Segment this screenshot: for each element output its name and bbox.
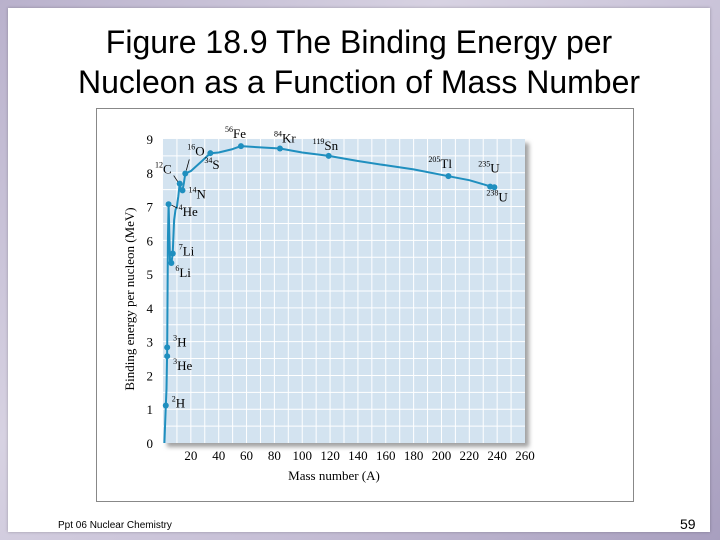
y-tick-label: 2 <box>147 368 154 383</box>
y-tick-label: 4 <box>147 301 154 316</box>
title-line-1: Figure 18.9 The Binding Energy per <box>105 24 613 60</box>
y-tick-label: 5 <box>147 267 154 282</box>
data-point-238u <box>491 184 498 191</box>
y-tick-label: 9 <box>147 132 154 147</box>
data-point-119sn <box>325 152 332 159</box>
x-tick-label: 240 <box>487 448 507 463</box>
x-tick-label: 160 <box>376 448 396 463</box>
slide: Figure 18.9 The Binding Energy per Nucle… <box>8 8 710 532</box>
data-point-16o <box>182 170 189 177</box>
title-line-2: Nucleon as a Function of Mass Number <box>77 64 641 100</box>
x-tick-label: 80 <box>268 448 281 463</box>
x-tick-label: 20 <box>184 448 197 463</box>
y-tick-label: 6 <box>147 233 154 248</box>
data-point-4he <box>165 201 172 208</box>
nuclide-label-238u: 238U <box>486 188 508 204</box>
x-tick-label: 140 <box>348 448 368 463</box>
data-point-12c <box>176 180 183 187</box>
nuclide-label-205tl: 205Tl <box>428 155 452 171</box>
x-tick-label: 220 <box>460 448 480 463</box>
data-point-84kr <box>276 145 283 152</box>
nuclide-label-6li: 6Li <box>175 264 191 280</box>
label-leader-line <box>173 175 179 182</box>
x-tick-label: 60 <box>240 448 253 463</box>
data-point-6li <box>168 259 175 266</box>
x-axis-label: Mass number (A) <box>288 468 380 483</box>
x-tick-label: 100 <box>292 448 312 463</box>
nuclide-label-84kr: 84Kr <box>274 129 296 145</box>
data-point-3he <box>164 353 171 360</box>
label-leader-line <box>185 159 190 171</box>
x-tick-label: 180 <box>404 448 424 463</box>
nuclide-label-119sn: 119Sn <box>313 137 339 153</box>
nuclide-label-34s: 34S <box>204 156 219 172</box>
x-tick-label: 260 <box>515 448 535 463</box>
x-tick-label: 120 <box>320 448 340 463</box>
nuclide-label-235u: 235U <box>478 160 500 176</box>
nuclide-label-16o: 16O <box>187 142 204 158</box>
nuclide-label-3h: 3H <box>173 333 186 349</box>
nuclide-label-3he: 3He <box>173 357 192 373</box>
binding-energy-chart: 20 40 60 80 100 120 140 160 180 200 220 240 26001234… <box>122 125 535 483</box>
y-tick-label: 7 <box>147 200 154 215</box>
y-tick-label: 1 <box>147 402 154 417</box>
nuclide-label-2h: 2H <box>172 395 185 411</box>
y-tick-label: 0 <box>147 436 154 451</box>
data-point-34s <box>207 150 214 157</box>
figure-frame: 20 40 60 80 100 120 140 160 180 200 220 240 260 0 1 2 3 4… <box>96 108 634 502</box>
nuclide-label-56fe: 56Fe <box>225 125 246 141</box>
data-point-56fe <box>237 143 244 150</box>
y-axis-label: Binding energy per nucleon (MeV) <box>122 207 137 390</box>
data-point-2h <box>162 402 169 409</box>
data-point-7li <box>169 250 176 257</box>
nuclide-label-4he: 4He <box>179 203 198 219</box>
x-tick-label: 200 <box>432 448 452 463</box>
data-point-14n <box>179 187 186 194</box>
slide-title: Figure 18.9 The Binding Energy per Nucle… <box>8 22 710 102</box>
data-point-3h <box>164 344 171 351</box>
label-leader-line <box>171 204 178 209</box>
nuclide-label-14n: 14N <box>188 185 206 201</box>
nuclide-label-7li: 7Li <box>179 243 195 259</box>
nuclide-label-12c: 12C <box>155 161 172 177</box>
y-tick-label: 3 <box>147 335 154 350</box>
y-tick-label: 8 <box>147 166 154 181</box>
footer-text: Ppt 06 Nuclear Chemistry <box>58 520 172 531</box>
page-number: 59 <box>680 516 696 532</box>
x-tick-label: 40 <box>212 448 225 463</box>
data-point-205tl <box>445 173 452 180</box>
